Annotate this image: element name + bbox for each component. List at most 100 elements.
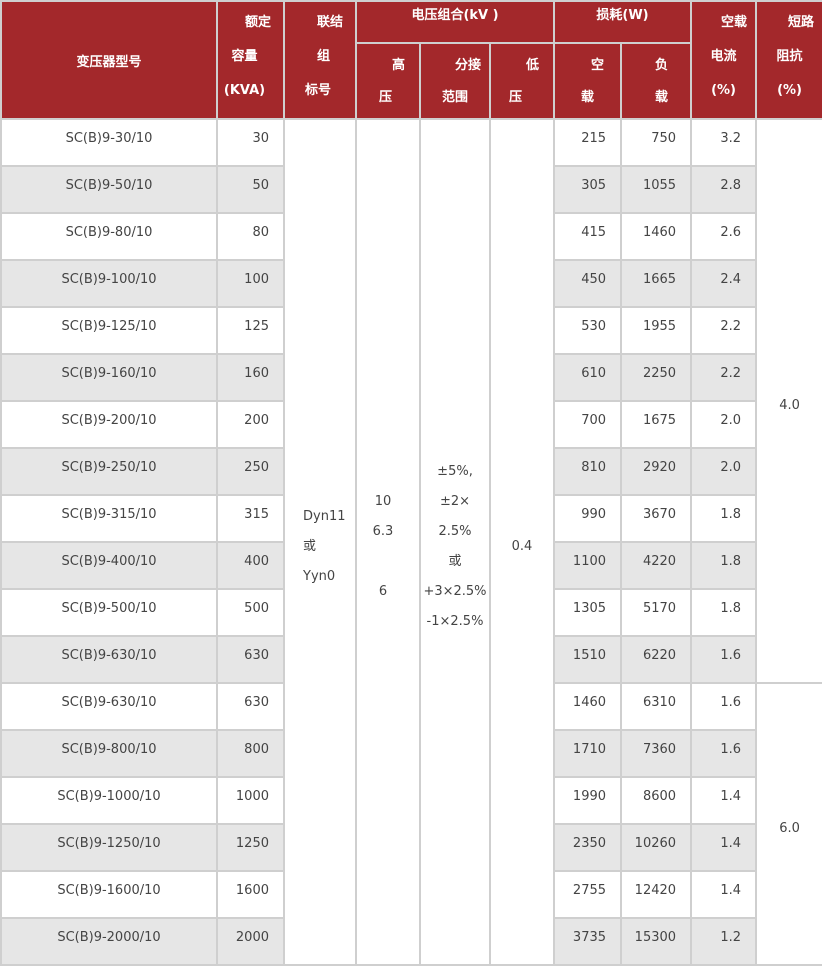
low-voltage-cell-line: 0.4 xyxy=(511,538,533,554)
header-low-voltage: 低 压 xyxy=(488,42,556,120)
no-load-loss-cell: 450 xyxy=(553,259,623,308)
no-load-current-cell: 1.4 xyxy=(690,823,758,872)
model-cell: SC(B)9-1000/10 xyxy=(0,776,218,825)
model-cell: SC(B)9-160/10 xyxy=(0,353,218,402)
no-load-current-cell: 1.8 xyxy=(690,541,758,590)
capacity-cell: 500 xyxy=(216,588,285,637)
load-loss-cell: 7360 xyxy=(620,729,693,778)
no-load-loss-cell: 1710 xyxy=(553,729,623,778)
no-load-current-cell: 2.8 xyxy=(690,165,758,214)
tap-range-cell-line: ±2× xyxy=(439,493,471,509)
load-loss-cell: 10260 xyxy=(620,823,693,872)
model-cell: SC(B)9-1250/10 xyxy=(0,823,218,872)
impedance-cell: 6.0 xyxy=(755,682,822,966)
no-load-current-cell: 1.8 xyxy=(690,494,758,543)
header-text: 负 xyxy=(655,58,669,73)
no-load-loss-cell: 530 xyxy=(553,306,623,355)
load-loss-cell: 12420 xyxy=(620,870,693,919)
table-row: SC(B)9-125/10 125 530 1955 2.2 xyxy=(0,306,822,355)
header-text: 压 xyxy=(379,90,393,105)
no-load-loss-cell: 1100 xyxy=(553,541,623,590)
model-cell: SC(B)9-100/10 xyxy=(0,259,218,308)
no-load-loss-cell: 810 xyxy=(553,447,623,496)
table-row: SC(B)9-250/10 250 810 2920 2.0 xyxy=(0,447,822,496)
no-load-current-cell: 3.2 xyxy=(690,118,758,167)
load-loss-cell: 1665 xyxy=(620,259,693,308)
no-load-current-cell: 2.0 xyxy=(690,447,758,496)
model-cell: SC(B)9-2000/10 xyxy=(0,917,218,966)
header-text: 分接 xyxy=(454,58,481,73)
table-row: SC(B)9-500/10 500 1305 5170 1.8 xyxy=(0,588,822,637)
header-text: 组 xyxy=(317,49,331,64)
load-loss-cell: 6220 xyxy=(620,635,693,684)
high-voltage-cell-line: 10 xyxy=(374,493,392,509)
model-cell: SC(B)9-500/10 xyxy=(0,588,218,637)
no-load-loss-cell: 305 xyxy=(553,165,623,214)
no-load-current-cell: 2.2 xyxy=(690,353,758,402)
table-row: SC(B)9-630/10 630 1510 6220 1.6 xyxy=(0,635,822,684)
load-loss-cell: 5170 xyxy=(620,588,693,637)
no-load-loss-cell: 1305 xyxy=(553,588,623,637)
connection-cell-line: Yyn0 xyxy=(303,568,336,584)
load-loss-cell: 1055 xyxy=(620,165,693,214)
header-text: (KVA) xyxy=(223,83,266,98)
load-loss-cell: 6310 xyxy=(620,682,693,731)
table-row: SC(B)9-1250/10 1250 2350 10260 1.4 xyxy=(0,823,822,872)
table-row: SC(B)9-160/10 160 610 2250 2.2 xyxy=(0,353,822,402)
capacity-cell: 630 xyxy=(216,682,285,731)
header-text: 高 xyxy=(391,58,405,73)
header-text: 载 xyxy=(655,90,669,105)
load-loss-cell: 8600 xyxy=(620,776,693,825)
table-body: SC(B)9-30/10 30 Dyn11 或 Yyn0 10 6.3 6 ±5%, ±2× 2.… xyxy=(0,118,822,966)
header-text: 额定 xyxy=(244,15,271,30)
impedance-cell: 4.0 xyxy=(755,118,822,684)
no-load-loss-cell: 610 xyxy=(553,353,623,402)
header-text: 电流 xyxy=(710,49,737,64)
table-row: SC(B)9-80/10 80 415 1460 2.6 xyxy=(0,212,822,261)
no-load-loss-cell: 1460 xyxy=(553,682,623,731)
header-high-voltage: 高 压 xyxy=(355,42,421,120)
load-loss-cell: 1955 xyxy=(620,306,693,355)
no-load-current-cell: 1.4 xyxy=(690,870,758,919)
table-row: SC(B)9-2000/10 2000 3735 15300 1.2 xyxy=(0,917,822,966)
no-load-loss-cell: 1510 xyxy=(553,635,623,684)
no-load-loss-cell: 990 xyxy=(553,494,623,543)
high-voltage-cell-line xyxy=(357,547,409,577)
no-load-current-cell: 1.6 xyxy=(690,635,758,684)
model-cell: SC(B)9-315/10 xyxy=(0,494,218,543)
header-text: 低 xyxy=(526,58,540,73)
model-cell: SC(B)9-30/10 xyxy=(0,118,218,167)
capacity-cell: 200 xyxy=(216,400,285,449)
header-no-load-loss: 空 载 xyxy=(553,42,623,120)
capacity-cell: 50 xyxy=(216,165,285,214)
table-row: SC(B)9-315/10 315 990 3670 1.8 xyxy=(0,494,822,543)
model-cell: SC(B)9-1600/10 xyxy=(0,870,218,919)
capacity-cell: 400 xyxy=(216,541,285,590)
capacity-cell: 630 xyxy=(216,635,285,684)
model-cell: SC(B)9-125/10 xyxy=(0,306,218,355)
high-voltage-cell-line: 6.3 xyxy=(372,523,394,539)
no-load-loss-cell: 1990 xyxy=(553,776,623,825)
tap-range-cell-line: ±5%, xyxy=(437,463,473,479)
header-text: (%) xyxy=(711,83,736,98)
no-load-loss-cell: 2350 xyxy=(553,823,623,872)
header-tap-range: 分接 范围 xyxy=(419,42,491,120)
connection-cell: Dyn11 或 Yyn0 xyxy=(283,118,357,966)
header-text: 短路 xyxy=(788,15,815,30)
model-cell: SC(B)9-200/10 xyxy=(0,400,218,449)
connection-cell-line: 或 xyxy=(303,538,317,554)
header-text: 空 xyxy=(591,58,605,73)
no-load-current-cell: 2.6 xyxy=(690,212,758,261)
capacity-cell: 80 xyxy=(216,212,285,261)
tap-range-cell-line: -1×2.5% xyxy=(426,613,484,629)
capacity-cell: 800 xyxy=(216,729,285,778)
header-model-label: 变压器型号 xyxy=(76,54,142,70)
capacity-cell: 125 xyxy=(216,306,285,355)
header-text: 标号 xyxy=(305,83,332,98)
no-load-current-cell: 2.2 xyxy=(690,306,758,355)
table-row: SC(B)9-50/10 50 305 1055 2.8 xyxy=(0,165,822,214)
no-load-current-cell: 1.2 xyxy=(690,917,758,966)
tap-range-cell-line: 2.5% xyxy=(438,523,472,539)
load-loss-cell: 1675 xyxy=(620,400,693,449)
header-text: (%) xyxy=(777,83,802,98)
